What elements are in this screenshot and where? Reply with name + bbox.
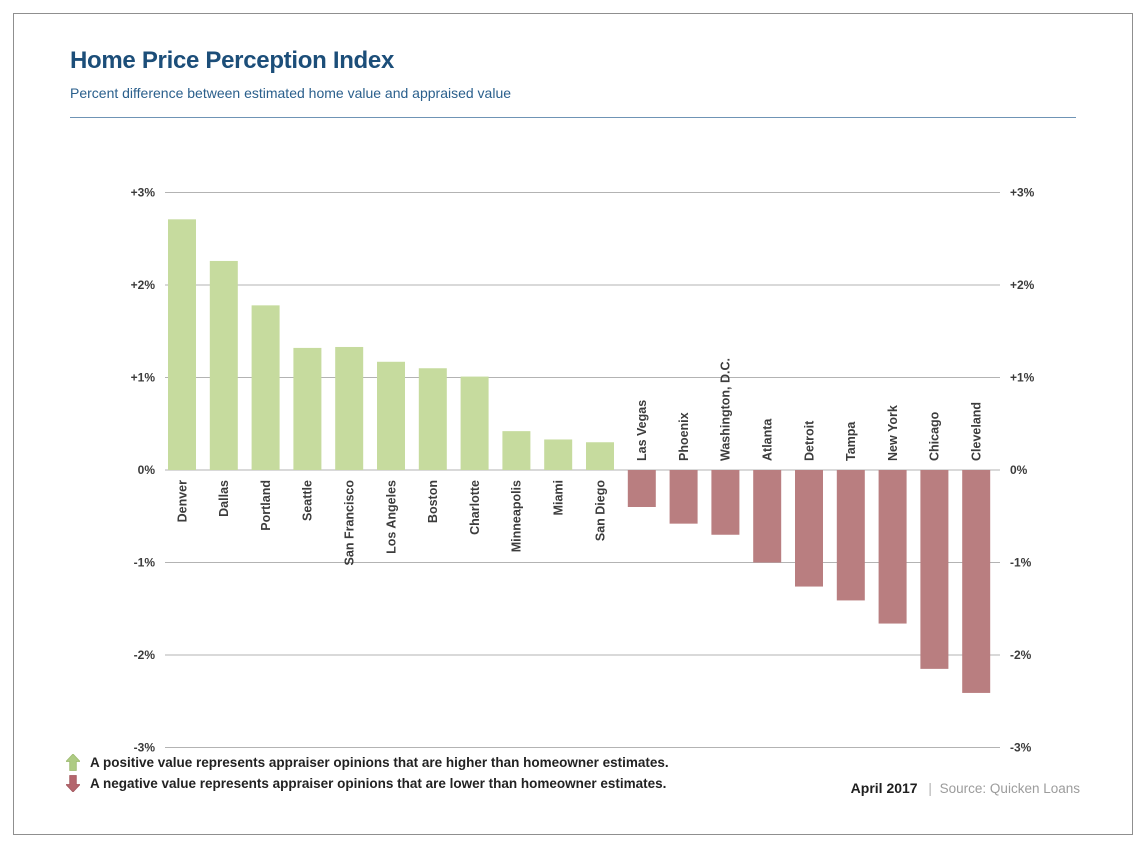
x-label-san-francisco: San Francisco (343, 480, 357, 566)
footer-source: Source: Quicken Loans (939, 781, 1080, 796)
bar-cleveland (962, 470, 991, 693)
footer-date: April 2017 (850, 780, 918, 796)
bar-new-york (878, 470, 907, 624)
x-label-chicago: Chicago (928, 411, 942, 461)
y-tick-right-2: +2% (1010, 278, 1035, 292)
legend-negative-text: A negative value represents appraiser op… (90, 776, 667, 791)
bar-los-angeles (377, 361, 405, 470)
y-tick-right-1: +1% (1010, 371, 1035, 385)
y-tick-left-0: 0% (138, 463, 156, 477)
y-tick-left--3: -3% (134, 741, 156, 755)
bar-detroit (795, 470, 823, 587)
bar-portland (251, 305, 280, 470)
page-title: Home Price Perception Index (70, 47, 395, 74)
x-label-detroit: Detroit (802, 420, 816, 461)
x-label-san-diego: San Diego (593, 480, 607, 541)
up-block-arrow-icon (66, 754, 82, 771)
bar-denver (168, 219, 196, 470)
legend: A positive value represents appraiser op… (66, 752, 669, 794)
bar-san-diego (586, 442, 614, 470)
x-label-atlanta: Atlanta (761, 418, 775, 461)
footer: April 2017 | Source: Quicken Loans (851, 780, 1080, 796)
bar-seattle (293, 347, 322, 470)
chart-frame (13, 13, 1133, 835)
bar-las-vegas (627, 470, 656, 507)
y-tick-right-0: 0% (1010, 463, 1028, 477)
x-label-minneapolis: Minneapolis (510, 480, 524, 552)
bar-boston (418, 368, 447, 470)
y-tick-left-2: +2% (131, 278, 156, 292)
y-tick-left--1: -1% (134, 556, 156, 570)
bar-tampa (836, 470, 865, 601)
y-tick-right-3: +3% (1010, 186, 1035, 200)
bar-miami (544, 439, 573, 470)
y-tick-right--3: -3% (1010, 741, 1032, 755)
y-tick-left-1: +1% (131, 371, 156, 385)
x-label-new-york: New York (886, 405, 900, 461)
x-label-cleveland: Cleveland (970, 402, 984, 461)
bar-dallas (209, 260, 238, 470)
bar-chicago (920, 470, 949, 669)
y-tick-right--2: -2% (1010, 648, 1032, 662)
y-tick-left--2: -2% (134, 648, 156, 662)
x-label-charlotte: Charlotte (468, 480, 482, 535)
x-label-miami: Miami (552, 480, 566, 515)
legend-positive-row: A positive value represents appraiser op… (66, 752, 669, 773)
x-label-dallas: Dallas (217, 480, 231, 517)
bar-minneapolis (502, 431, 531, 470)
x-label-las-vegas: Las Vegas (635, 400, 649, 461)
header-divider (70, 117, 1076, 118)
x-label-tampa: Tampa (844, 421, 858, 461)
x-label-boston: Boston (426, 480, 440, 523)
legend-positive-text: A positive value represents appraiser op… (90, 755, 669, 770)
bar-san-francisco (335, 346, 364, 470)
bar-phoenix (669, 470, 698, 524)
y-tick-left-3: +3% (131, 186, 156, 200)
x-label-los-angeles: Los Angeles (384, 480, 398, 554)
x-label-washington-d-c: Washington, D.C. (719, 358, 733, 461)
x-label-denver: Denver (175, 480, 189, 523)
bar-washington-d-c (711, 470, 740, 535)
footer-separator: | (928, 781, 932, 796)
bar-atlanta (753, 470, 782, 563)
x-label-seattle: Seattle (301, 480, 315, 521)
down-block-arrow-icon (66, 775, 82, 792)
bar-charlotte (460, 376, 489, 470)
legend-negative-row: A negative value represents appraiser op… (66, 773, 669, 794)
page-subtitle: Percent difference between estimated hom… (70, 85, 512, 101)
x-label-portland: Portland (259, 480, 273, 531)
x-label-phoenix: Phoenix (677, 412, 691, 461)
y-tick-right--1: -1% (1010, 556, 1032, 570)
